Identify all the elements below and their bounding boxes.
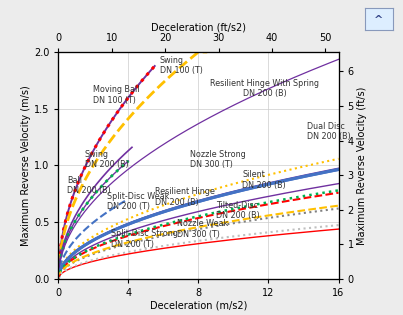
Text: Swing
DN 200 (B): Swing DN 200 (B) [85, 150, 129, 169]
Text: Split-Disc Weak
DN 200 (T): Split-Disc Weak DN 200 (T) [108, 192, 170, 211]
Text: Resilient Hinge
DN 200 (B): Resilient Hinge DN 200 (B) [155, 187, 214, 207]
Text: Ball
DN 200 (B): Ball DN 200 (B) [67, 176, 111, 196]
X-axis label: Deceleration (ft/s2): Deceleration (ft/s2) [151, 22, 246, 32]
Y-axis label: Maximum Reverse Velocity (ft/s): Maximum Reverse Velocity (ft/s) [357, 86, 367, 244]
Text: Resilient Hinge With Spring
DN 200 (B): Resilient Hinge With Spring DN 200 (B) [210, 78, 320, 98]
Text: Swing
DN 100 (T): Swing DN 100 (T) [160, 56, 203, 75]
Text: Nozzle Weak
DN 300 (T): Nozzle Weak DN 300 (T) [177, 219, 229, 238]
Text: Nozzle Strong
DN 300 (T): Nozzle Strong DN 300 (T) [190, 150, 245, 169]
Text: Silent
DN 200 (B): Silent DN 200 (B) [242, 170, 286, 190]
X-axis label: Deceleration (m/s2): Deceleration (m/s2) [150, 301, 247, 311]
Text: Tilted-Disc
DN 200 (B): Tilted-Disc DN 200 (B) [216, 201, 260, 220]
Text: Split-Disc Strong
DN 200 (T): Split-Disc Strong DN 200 (T) [111, 229, 178, 249]
Text: ^: ^ [374, 15, 384, 25]
Y-axis label: Maximum Reverse Velocity (m/s): Maximum Reverse Velocity (m/s) [21, 85, 31, 246]
Text: Moving Ball
DN 100 (T): Moving Ball DN 100 (T) [93, 85, 140, 105]
Text: Dual Disc
DN 200 (B): Dual Disc DN 200 (B) [307, 122, 351, 141]
